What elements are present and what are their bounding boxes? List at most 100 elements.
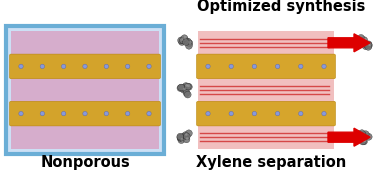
- Circle shape: [62, 111, 66, 116]
- Circle shape: [322, 64, 326, 69]
- FancyBboxPatch shape: [197, 101, 336, 126]
- Circle shape: [147, 64, 151, 69]
- Circle shape: [206, 64, 210, 69]
- Circle shape: [177, 133, 184, 140]
- Circle shape: [358, 134, 365, 141]
- FancyBboxPatch shape: [6, 26, 164, 154]
- Circle shape: [40, 64, 45, 69]
- Circle shape: [364, 38, 366, 41]
- Circle shape: [181, 35, 188, 42]
- Circle shape: [19, 111, 23, 116]
- Circle shape: [83, 111, 87, 116]
- Circle shape: [252, 64, 257, 69]
- Circle shape: [180, 37, 186, 44]
- FancyBboxPatch shape: [197, 54, 336, 79]
- Circle shape: [181, 138, 183, 141]
- Circle shape: [185, 133, 187, 136]
- Circle shape: [125, 64, 130, 69]
- Circle shape: [189, 41, 192, 44]
- Circle shape: [178, 84, 184, 91]
- Circle shape: [363, 139, 366, 142]
- Circle shape: [177, 134, 184, 141]
- Circle shape: [180, 134, 186, 140]
- Circle shape: [19, 64, 23, 69]
- Circle shape: [299, 64, 303, 69]
- Circle shape: [125, 111, 130, 116]
- Circle shape: [366, 42, 372, 49]
- Circle shape: [361, 37, 367, 44]
- Circle shape: [363, 131, 369, 138]
- FancyArrow shape: [328, 128, 370, 146]
- Bar: [11, 125, 159, 149]
- Circle shape: [183, 83, 189, 89]
- Circle shape: [299, 111, 303, 116]
- Circle shape: [206, 111, 210, 116]
- Bar: [198, 78, 334, 102]
- Circle shape: [365, 133, 372, 140]
- Circle shape: [184, 91, 191, 98]
- Circle shape: [180, 86, 187, 93]
- Circle shape: [186, 40, 193, 47]
- Circle shape: [178, 37, 184, 44]
- Circle shape: [359, 132, 362, 135]
- Circle shape: [185, 84, 188, 87]
- Text: Xylene separation: Xylene separation: [196, 156, 346, 171]
- Circle shape: [322, 111, 326, 116]
- Bar: [198, 31, 334, 55]
- Bar: [198, 125, 334, 149]
- Circle shape: [358, 34, 364, 41]
- Circle shape: [365, 43, 372, 50]
- Circle shape: [184, 38, 191, 45]
- Circle shape: [183, 39, 189, 45]
- Circle shape: [365, 42, 367, 45]
- Circle shape: [184, 83, 191, 90]
- FancyArrow shape: [328, 34, 370, 52]
- Circle shape: [358, 130, 365, 137]
- Circle shape: [186, 83, 192, 90]
- Circle shape: [178, 39, 185, 45]
- Circle shape: [183, 133, 190, 140]
- Circle shape: [359, 138, 366, 145]
- Circle shape: [40, 111, 45, 116]
- Circle shape: [362, 40, 369, 47]
- Circle shape: [356, 131, 363, 138]
- Circle shape: [178, 137, 185, 143]
- Circle shape: [184, 36, 186, 39]
- Text: Optimized synthesis: Optimized synthesis: [197, 0, 365, 14]
- FancyBboxPatch shape: [9, 54, 161, 79]
- FancyBboxPatch shape: [9, 101, 161, 126]
- Circle shape: [186, 42, 192, 49]
- Circle shape: [187, 84, 190, 87]
- Circle shape: [182, 132, 189, 139]
- Circle shape: [62, 64, 66, 69]
- Circle shape: [361, 138, 367, 145]
- Circle shape: [276, 111, 280, 116]
- Text: Nonporous: Nonporous: [40, 156, 130, 171]
- Circle shape: [177, 85, 184, 92]
- Circle shape: [104, 64, 108, 69]
- Circle shape: [276, 64, 280, 69]
- Bar: [11, 31, 159, 55]
- Circle shape: [183, 37, 190, 44]
- Circle shape: [183, 90, 190, 96]
- Circle shape: [360, 132, 367, 138]
- Circle shape: [186, 130, 192, 137]
- Circle shape: [368, 43, 371, 46]
- Circle shape: [229, 111, 233, 116]
- Circle shape: [104, 111, 108, 116]
- Circle shape: [361, 40, 368, 47]
- Circle shape: [229, 64, 233, 69]
- Circle shape: [357, 39, 364, 46]
- Circle shape: [186, 137, 189, 140]
- Circle shape: [179, 84, 186, 91]
- Circle shape: [362, 43, 369, 50]
- Circle shape: [365, 41, 372, 48]
- Circle shape: [147, 111, 151, 116]
- Circle shape: [177, 134, 184, 141]
- Circle shape: [183, 136, 190, 143]
- Bar: [11, 78, 159, 102]
- Circle shape: [362, 139, 365, 142]
- Circle shape: [180, 38, 183, 41]
- Circle shape: [358, 134, 365, 141]
- Circle shape: [183, 88, 186, 90]
